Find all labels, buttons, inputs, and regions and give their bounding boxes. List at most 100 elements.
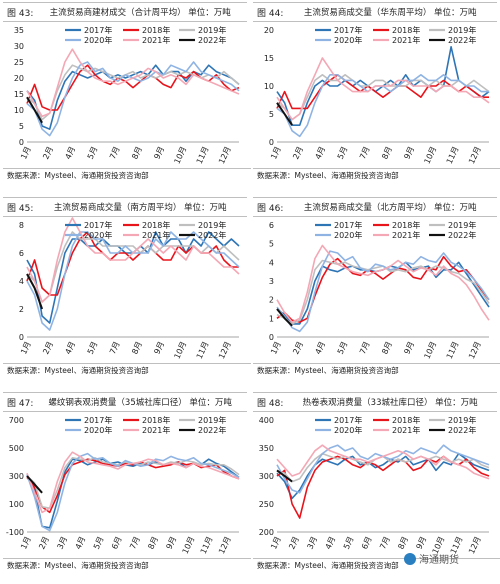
legend-item-2019: 2019年 <box>179 415 226 425</box>
legend-label: 2022年 <box>448 35 476 45</box>
chart-plot: 0 5 10 15 20 25 30 35 1月 2月 4月 5月 7月 8月 9月 10月 11月 12月 201… <box>14 25 240 165</box>
legend-label: 2018年 <box>392 415 420 425</box>
chart-panel: 图 46: 主流贸易商成交量（北方周平均） 单位：万吨 0 1 2 3 4 5 6 1月 2月 4月 5… <box>253 197 500 389</box>
legend-item-2020: 2020年 <box>65 230 112 240</box>
x-tick-label: 11月 <box>195 340 211 360</box>
chart-plot: 0 1 2 3 4 5 6 1月 2月 4月 5月 7月 8月 9月 10月 11月 12月 2017年 2018年… <box>269 220 490 360</box>
series-line-2017 <box>26 64 240 130</box>
y-tick-label: -100 <box>6 528 24 537</box>
chart-title: 主流贸易商建材成交（合计周平均） 单位：万吨 <box>49 8 231 18</box>
legend-label: 2019年 <box>448 415 476 425</box>
y-tick-label: 5 <box>19 122 24 131</box>
legend-item-2017: 2017年 <box>315 25 362 35</box>
x-tick-label: 2月 <box>37 535 51 551</box>
chart-header: 图 45: 主流贸易商成交量（南方周平均） 单位：万吨 <box>3 197 247 217</box>
series-line-2022 <box>26 96 43 124</box>
series-line-2021 <box>26 217 240 303</box>
y-tick-label: 0 <box>269 138 274 147</box>
source-note: 数据来源：Mysteel、海通期货投资咨询部 <box>3 363 251 378</box>
legend-item-2017: 2017年 <box>65 25 112 35</box>
y-tick-label: 700 <box>9 416 24 425</box>
legend-label: 2018年 <box>392 220 420 230</box>
y-tick-label: 500 <box>9 444 24 453</box>
legend-item-2021: 2021年 <box>373 425 420 435</box>
legend-label: 2021年 <box>392 425 420 435</box>
legend-item-2021: 2021年 <box>123 230 170 240</box>
chart-panel: 图 48: 热卷表观消费量（33城社库口径） 单位：万吨 200 250 300 350 4… <box>253 392 500 584</box>
legend-label: 2019年 <box>448 25 476 35</box>
legend-item-2019: 2019年 <box>429 220 476 230</box>
legend-label: 2020年 <box>84 425 112 435</box>
x-tick-label: 9月 <box>402 340 416 356</box>
figure-label: 图 47: <box>7 398 34 409</box>
legend-label: 2018年 <box>142 220 170 230</box>
legend-label: 2022年 <box>448 425 476 435</box>
x-tick-label: 1月 <box>269 535 283 551</box>
x-tick-label: 7月 <box>128 535 142 551</box>
legend-label: 2019年 <box>198 220 226 230</box>
legend-item-2021: 2021年 <box>123 425 170 435</box>
x-tick-label: 11月 <box>445 145 461 165</box>
series-line-2022 <box>276 469 293 483</box>
x-tick-label: 4月 <box>64 145 78 161</box>
x-tick-label: 6月 <box>110 535 124 551</box>
x-tick-label: 2月 <box>287 535 301 551</box>
legend-label: 2018年 <box>142 415 170 425</box>
x-tick-label: 12月 <box>467 340 483 360</box>
x-tick-label: 12月 <box>467 535 483 555</box>
x-tick-label: 4月 <box>314 145 328 161</box>
legend-item-2022: 2022年 <box>179 425 226 435</box>
x-tick-label: 5月 <box>336 145 350 161</box>
chart-title: 主流贸易商成交量（南方周平均） 单位：万吨 <box>53 203 227 213</box>
source-note: 数据来源：Mysteel、海通期货投资咨询部 <box>253 363 500 378</box>
y-tick-label: 30 <box>14 42 24 51</box>
legend-label: 2019年 <box>198 25 226 35</box>
series-line-2019 <box>26 231 240 303</box>
x-tick-label: 5月 <box>86 340 100 356</box>
legend-label: 2021年 <box>392 230 420 240</box>
x-tick-label: 9月 <box>415 535 429 551</box>
legend-label: 2020年 <box>334 35 362 45</box>
y-tick-label: 0 <box>19 333 24 342</box>
source-note: 数据来源：Mysteel、海通期货投资咨询部 <box>253 168 500 183</box>
legend-item-2019: 2019年 <box>429 415 476 425</box>
y-tick-label: 200 <box>259 528 274 537</box>
y-tick-label: 2 <box>19 305 24 314</box>
y-tick-label: 10 <box>14 106 24 115</box>
x-tick-label: 9月 <box>152 145 166 161</box>
y-tick-label: 300 <box>259 472 274 481</box>
legend-label: 2022年 <box>198 35 226 45</box>
y-tick-label: 250 <box>259 500 274 509</box>
x-tick-label: 7月 <box>358 145 372 161</box>
legend-item-2018: 2018年 <box>373 220 420 230</box>
legend-item-2018: 2018年 <box>123 415 170 425</box>
chart-panel: 图 43: 主流贸易商建材成交（合计周平均） 单位：万吨 0 5 10 15 20 25 30 3… <box>3 2 251 194</box>
y-tick-label: 25 <box>14 58 24 67</box>
series-line-2021 <box>26 451 240 514</box>
y-tick-label: 300 <box>9 472 24 481</box>
x-tick-label: 4月 <box>74 535 88 551</box>
figure-label: 图 43: <box>7 8 34 19</box>
legend-label: 2021年 <box>142 35 170 45</box>
x-tick-label: 7月 <box>378 535 392 551</box>
x-tick-label: 11月 <box>199 535 215 555</box>
x-tick-label: 12月 <box>217 535 233 555</box>
figure-label: 图 44: <box>257 8 284 19</box>
chart-title: 主流贸易商成交量（华东周平均） 单位：万吨 <box>303 8 477 18</box>
figure-label: 图 48: <box>257 398 284 409</box>
chart-panel: 图 45: 主流贸易商成交量（南方周平均） 单位：万吨 0 2 4 6 8 1月 2月 4月 5月 7… <box>3 197 251 389</box>
x-tick-label: 10月 <box>173 145 189 165</box>
series-line-2020 <box>276 250 490 333</box>
x-tick-label: 6月 <box>360 535 374 551</box>
x-tick-label: 1月 <box>19 535 33 551</box>
x-tick-label: 11月 <box>195 145 211 165</box>
x-tick-label: 2月 <box>41 145 55 161</box>
chart-plot: -100 100 300 500 700 1月 2月 3月 4月 5月 6月 7月 8月 9月 10月 11月… <box>6 415 240 555</box>
y-tick-label: 35 <box>14 26 24 35</box>
series-line-2021 <box>276 57 490 121</box>
x-tick-label: 5月 <box>336 340 350 356</box>
x-tick-label: 12月 <box>217 145 233 165</box>
y-tick-label: 4 <box>269 258 274 267</box>
legend-item-2017: 2017年 <box>65 220 112 230</box>
